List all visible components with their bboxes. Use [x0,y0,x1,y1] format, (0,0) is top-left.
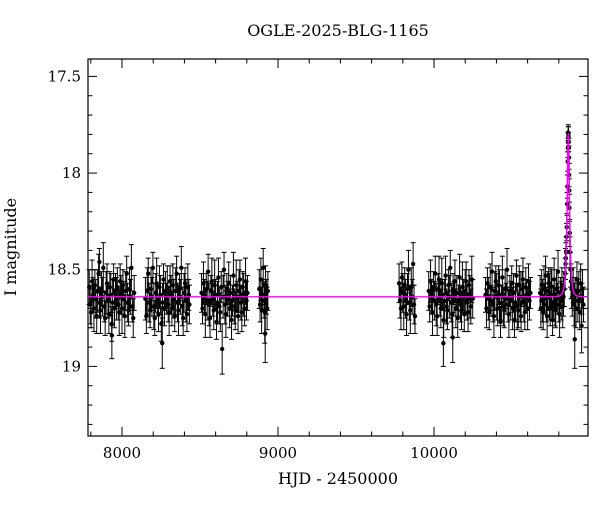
x-tick-label: 8000 [103,444,141,462]
y-axis-title: I magnitude [1,198,20,296]
chart-title: OGLE-2025-BLG-1165 [247,21,429,40]
plot-frame [87,58,589,437]
y-tick-label: 18 [62,164,81,182]
error-bars-layer [86,124,586,375]
x-axis-title: HJD - 2450000 [278,469,398,488]
y-tick-label: 17.5 [48,67,81,85]
x-tick-label: 9000 [259,444,297,462]
model-curve [88,133,588,298]
y-tick-label: 18.5 [48,261,81,279]
axis-ticks [88,59,588,436]
x-tick-label: 10000 [410,444,458,462]
data-points-layer [87,130,586,352]
axis-tick-labels: 8000 9000 10000 17.5 18 18.5 19 [48,67,458,462]
y-tick-label: 19 [62,357,81,375]
